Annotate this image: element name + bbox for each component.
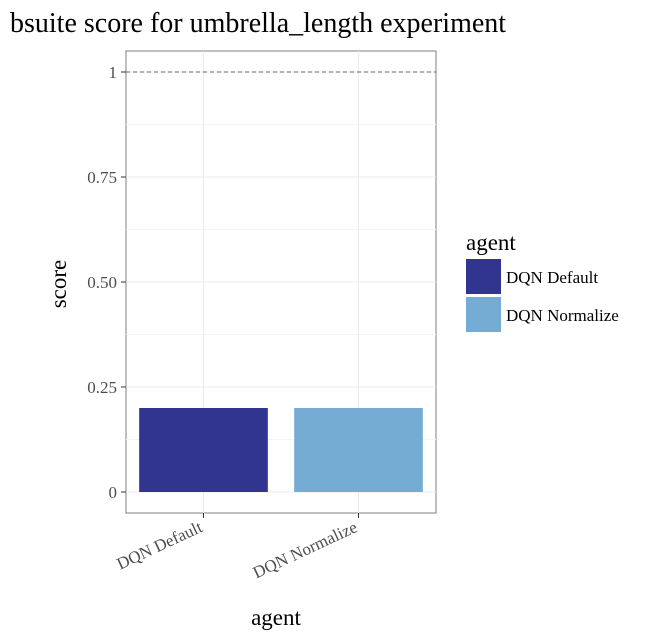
y-axis-label: score — [46, 260, 71, 309]
bar-dqn-normalize — [294, 408, 423, 492]
bars — [139, 408, 423, 492]
bar-dqn-default — [139, 408, 268, 492]
legend-label: DQN Default — [506, 268, 598, 287]
legend-swatch — [466, 259, 501, 294]
y-tick-label: 0.25 — [87, 378, 117, 397]
y-tick-label: 1 — [109, 63, 118, 82]
y-tick-label: 0.50 — [87, 273, 117, 292]
x-axis-label: agent — [251, 605, 301, 630]
y-tick-label: 0.75 — [87, 168, 117, 187]
legend-label: DQN Normalize — [506, 306, 619, 325]
legend-items: DQN Default DQN Normalize — [466, 259, 619, 332]
x-tick-label: DQN Default — [114, 517, 206, 573]
legend: agent DQN Default DQN Normalize — [466, 230, 619, 332]
x-tick-label: DQN Normalize — [250, 517, 360, 582]
chart-title: bsuite score for umbrella_length experim… — [10, 8, 506, 39]
legend-swatch — [466, 297, 501, 332]
y-tick-label: 0 — [109, 483, 118, 502]
plot-area: 0 0.25 0.50 0.75 1 DQN Default DQN Normalize — [87, 50, 437, 582]
legend-title: agent — [466, 230, 516, 255]
legend-item: DQN Default — [466, 259, 598, 294]
x-axis: DQN Default DQN Normalize — [114, 513, 360, 582]
y-axis: 0 0.25 0.50 0.75 1 — [87, 63, 126, 502]
legend-item: DQN Normalize — [466, 297, 619, 332]
